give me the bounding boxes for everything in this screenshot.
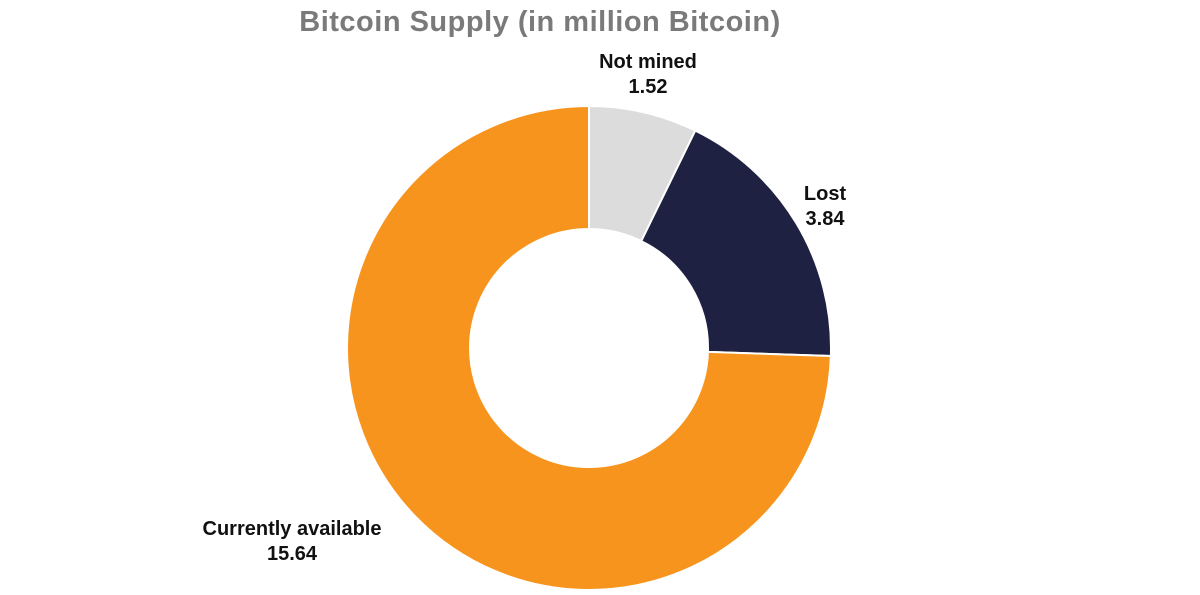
segment-value: 1.52 bbox=[628, 76, 668, 98]
segment-value: 3.84 bbox=[805, 208, 845, 230]
chart-title: Bitcoin Supply (in million Bitcoin) bbox=[299, 6, 781, 38]
donut-segment-lost bbox=[639, 129, 832, 357]
segment-name: Not mined bbox=[599, 51, 697, 73]
segment-label-lost: Lost 3.84 bbox=[804, 182, 846, 232]
donut-segment-currently-available bbox=[346, 104, 832, 591]
segment-label-currently-available: Currently available 15.64 bbox=[203, 517, 382, 567]
segment-name: Lost bbox=[803, 183, 847, 205]
segment-label-not-mined: Not mined 1.52 bbox=[599, 50, 697, 100]
segment-name: Currently available bbox=[202, 518, 382, 540]
segment-value: 15.64 bbox=[266, 543, 318, 565]
